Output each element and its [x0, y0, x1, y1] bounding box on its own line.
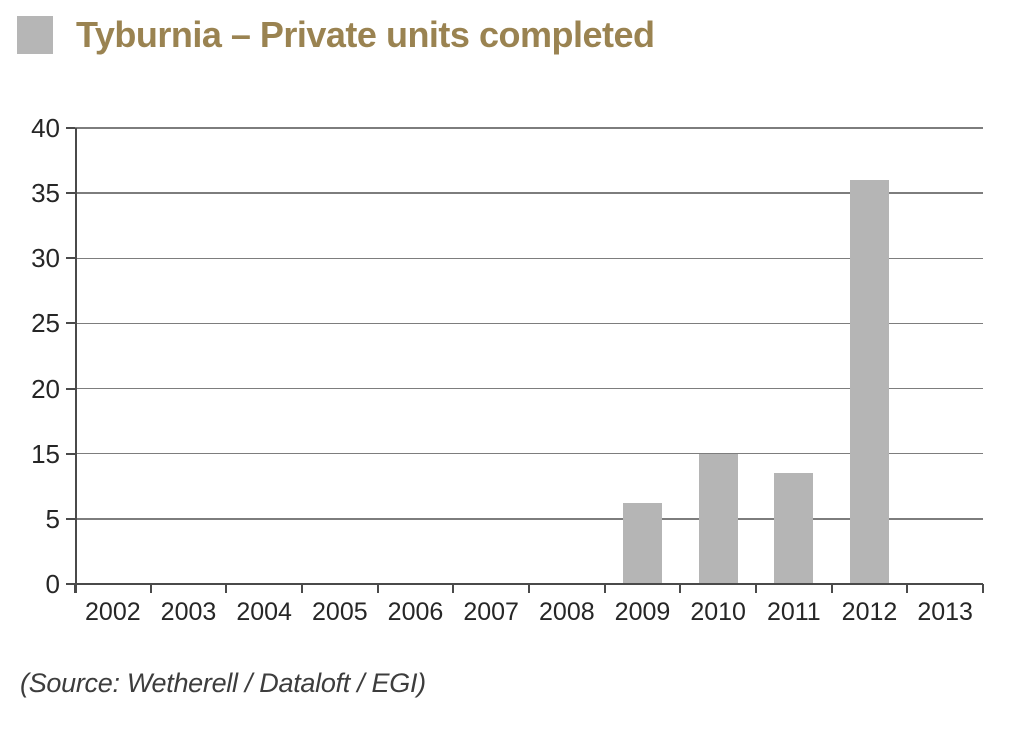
y-tick-label: 30 [31, 243, 60, 274]
x-axis-tick [982, 584, 984, 593]
y-axis-tick [66, 517, 75, 520]
x-axis-tick [906, 584, 909, 593]
x-axis-tick [679, 584, 682, 593]
x-axis-tick [528, 584, 530, 593]
y-tick-label: 0 [45, 569, 60, 599]
x-axis-tick [225, 584, 228, 593]
x-tick-label: 2013 [917, 598, 973, 626]
y-axis-tick [66, 452, 75, 455]
gridline [75, 387, 983, 390]
x-axis-tick [376, 584, 379, 593]
y-axis-tick [66, 192, 75, 195]
x-axis-tick [149, 584, 152, 593]
x-tick-label: 2010 [690, 598, 746, 626]
x-tick-label: 2012 [841, 598, 898, 626]
y-axis-tick [66, 127, 75, 129]
y-axis-tick [66, 322, 75, 325]
x-axis-tick [830, 584, 833, 593]
y-axis-tick [66, 387, 75, 390]
x-tick-label: 2007 [463, 598, 519, 626]
gridline [75, 127, 983, 129]
chart-title: Tyburnia – Private units completed [76, 14, 655, 55]
gridline [75, 518, 983, 520]
bar-2011 [774, 473, 814, 584]
y-tick-label: 15 [31, 438, 60, 469]
y-tick-label: 35 [31, 178, 60, 209]
legend-swatch [17, 16, 53, 54]
bar-2010 [698, 453, 738, 584]
y-axis-tick [66, 583, 75, 585]
x-tick-label: 2006 [387, 598, 444, 626]
x-axis-tick [755, 584, 757, 593]
gridline [75, 192, 983, 194]
gridline [75, 257, 983, 259]
y-tick-label: 20 [31, 373, 60, 404]
gridline [75, 453, 983, 455]
x-tick-label: 2005 [312, 598, 368, 626]
x-tick-label: 2003 [160, 598, 217, 626]
x-tick-label: 2011 [766, 598, 821, 626]
x-tick-label: 2004 [236, 598, 292, 626]
x-tick-label: 2008 [539, 598, 595, 626]
y-axis-line [75, 128, 77, 593]
x-axis-tick [74, 584, 76, 593]
x-axis-tick [603, 584, 606, 593]
x-tick-label: 2002 [85, 598, 141, 626]
gridline [75, 322, 983, 325]
x-axis-tick [452, 584, 455, 593]
y-tick-label: 5 [45, 503, 60, 534]
plot-area: 40 35 30 25 20 15 5 0 2002 2003 2004 2005 2006 2007 20… [31, 115, 984, 625]
y-tick-label: 25 [31, 308, 60, 339]
bar-2012 [850, 180, 889, 584]
y-tick-label: 40 [31, 113, 60, 143]
x-axis-tick [301, 584, 303, 593]
bar-2009 [623, 502, 662, 584]
y-axis-tick [66, 257, 75, 260]
x-tick-label: 2009 [614, 598, 671, 626]
source-note: (Source: Wetherell / Dataloft / EGI) [20, 668, 426, 698]
